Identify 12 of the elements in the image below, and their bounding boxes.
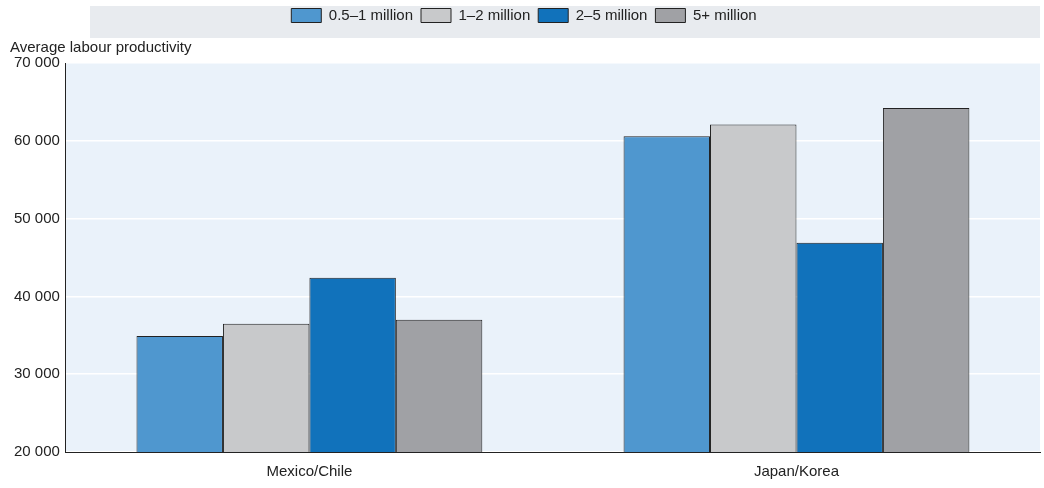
- legend-label: 0.5–1 million: [328, 5, 414, 23]
- x-tick-label: Mexico/Chile: [266, 462, 353, 480]
- legend-label: 2–5 million: [575, 5, 648, 23]
- legend-label: 1–2 million: [458, 5, 531, 23]
- y-tick-label: 20 000: [13, 442, 60, 460]
- legend-label: 5+ million: [692, 5, 757, 23]
- y-tick-label: 30 000: [13, 364, 60, 382]
- y-tick-label: 40 000: [13, 286, 60, 304]
- y-tick-label: 50 000: [13, 208, 60, 226]
- x-tick-label: Japan/Korea: [753, 462, 840, 480]
- y-tick-label: 60 000: [13, 130, 60, 148]
- y-axis-title: Average labour productivity: [10, 37, 192, 55]
